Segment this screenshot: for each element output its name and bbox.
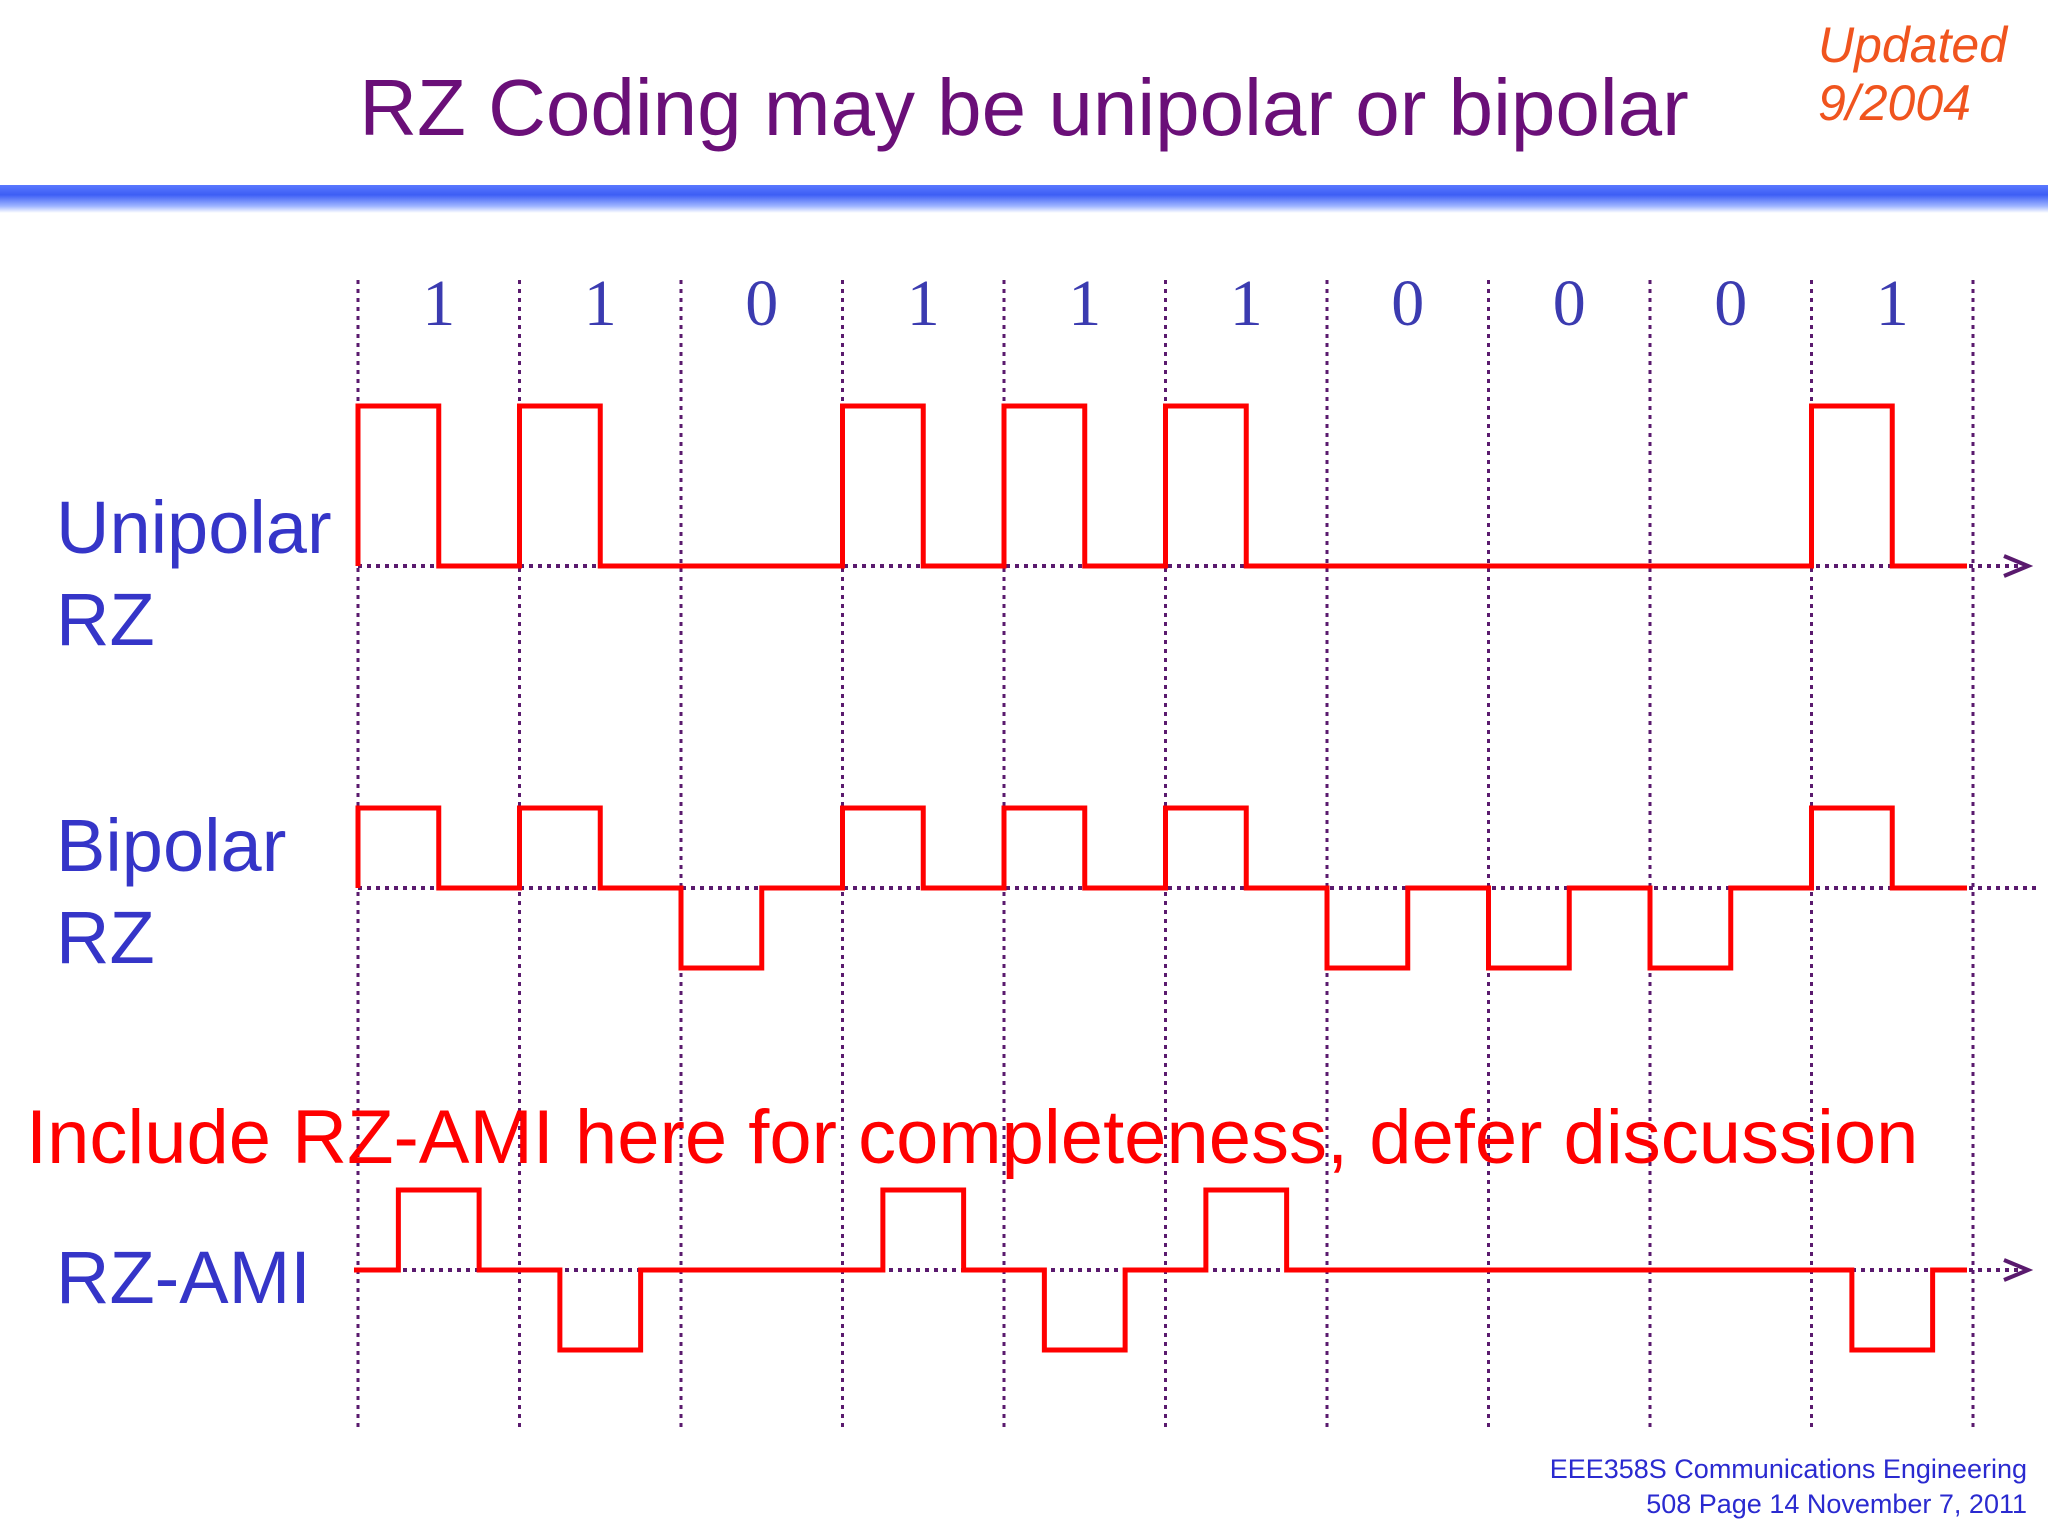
axis-arrowhead bbox=[2003, 1258, 2034, 1282]
axis-arrowhead bbox=[2003, 554, 2034, 578]
bit-label: 0 bbox=[1553, 267, 1586, 340]
bipolar-rz-waveform bbox=[355, 805, 1967, 971]
bipolar-label-line1: Bipolar bbox=[56, 804, 287, 887]
bit-label: 1 bbox=[422, 267, 455, 340]
rz-ami-label: RZ-AMI bbox=[56, 1236, 311, 1319]
updated-label: Updated bbox=[1818, 17, 2008, 73]
ami-note: Include RZ-AMI here for completeness, de… bbox=[26, 1095, 1919, 1180]
updated-note: Updated 9/2004 bbox=[1818, 16, 2007, 132]
bipolar-label-line2: RZ bbox=[56, 896, 155, 979]
footer: EEE358S Communications Engineering 508 P… bbox=[1550, 1452, 2027, 1522]
bit-label: 1 bbox=[1068, 267, 1101, 340]
footer-course: EEE358S Communications Engineering bbox=[1549, 1454, 2027, 1484]
bit-label: 0 bbox=[1391, 267, 1424, 340]
bit-label: 1 bbox=[1230, 267, 1263, 340]
unipolar-label-line2: RZ bbox=[56, 578, 155, 661]
updated-date: 9/2004 bbox=[1818, 75, 1971, 131]
footer-page: 508 Page 14 November 7, 2011 bbox=[1646, 1489, 2027, 1519]
unipolar-rz-label: Unipolar RZ bbox=[56, 482, 332, 666]
header-bar bbox=[0, 185, 2048, 213]
bit-label: 1 bbox=[1876, 267, 1909, 340]
bit-label: 1 bbox=[907, 267, 940, 340]
bit-label: 0 bbox=[1714, 267, 1747, 340]
bit-label: 0 bbox=[745, 267, 778, 340]
rz-ami-waveform bbox=[354, 1187, 1967, 1353]
unipolar-label-line1: Unipolar bbox=[56, 486, 332, 569]
bipolar-rz-label: Bipolar RZ bbox=[56, 800, 286, 984]
bit-label: 1 bbox=[584, 267, 617, 340]
unipolar-rz-waveform bbox=[355, 403, 1967, 569]
bit-sequence: 1 1 0 1 1 1 0 0 0 1 bbox=[422, 267, 1909, 340]
slide-title: RZ Coding may be unipolar or bipolar bbox=[359, 63, 1689, 152]
